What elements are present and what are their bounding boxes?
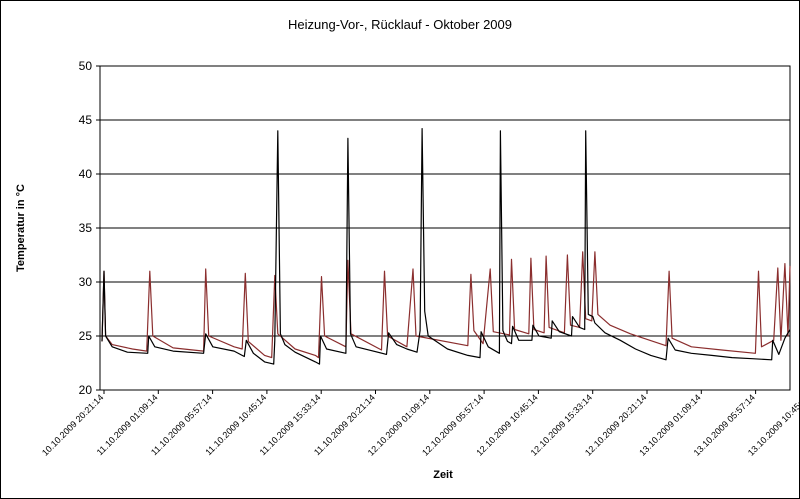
y-tick-label: 20 [79,383,93,397]
x-tick-label: 13.10.2009 01:09:14 [637,392,702,457]
y-tick-label: 45 [79,113,93,127]
x-tick-label: 11.10.2009 01:09:14 [95,392,160,457]
x-tick-label: 12.10.2009 15:33:14 [529,392,594,457]
x-tick-label: 12.10.2009 01:09:14 [366,392,431,457]
x-tick-label: 10.10.2009 20:21:14 [40,392,105,457]
series-line-1 [101,128,791,365]
y-tick-label: 50 [79,59,93,73]
y-tick-label: 30 [79,275,93,289]
x-tick-label: 12.10.2009 10:45:14 [474,392,539,457]
x-tick-label: 12.10.2009 05:57:14 [420,392,485,457]
x-tick-label: 11.10.2009 10:45:14 [203,392,268,457]
x-axis-label: Zeit [433,469,453,481]
y-tick-label: 40 [79,167,93,181]
series-line-2 [101,251,791,359]
chart-title: Heizung-Vor-, Rücklauf - Oktober 2009 [288,17,512,32]
x-tick-label: 13.10.2009 05:57:14 [692,392,757,457]
x-tick-label: 12.10.2009 20:21:14 [583,392,648,457]
y-tick-label: 25 [79,329,93,343]
x-tick-label: 11.10.2009 15:33:14 [258,392,323,457]
x-tick-label: 11.10.2009 05:57:14 [149,392,214,457]
y-tick-label: 35 [79,221,93,235]
x-tick-label: 11.10.2009 20:21:14 [312,392,377,457]
